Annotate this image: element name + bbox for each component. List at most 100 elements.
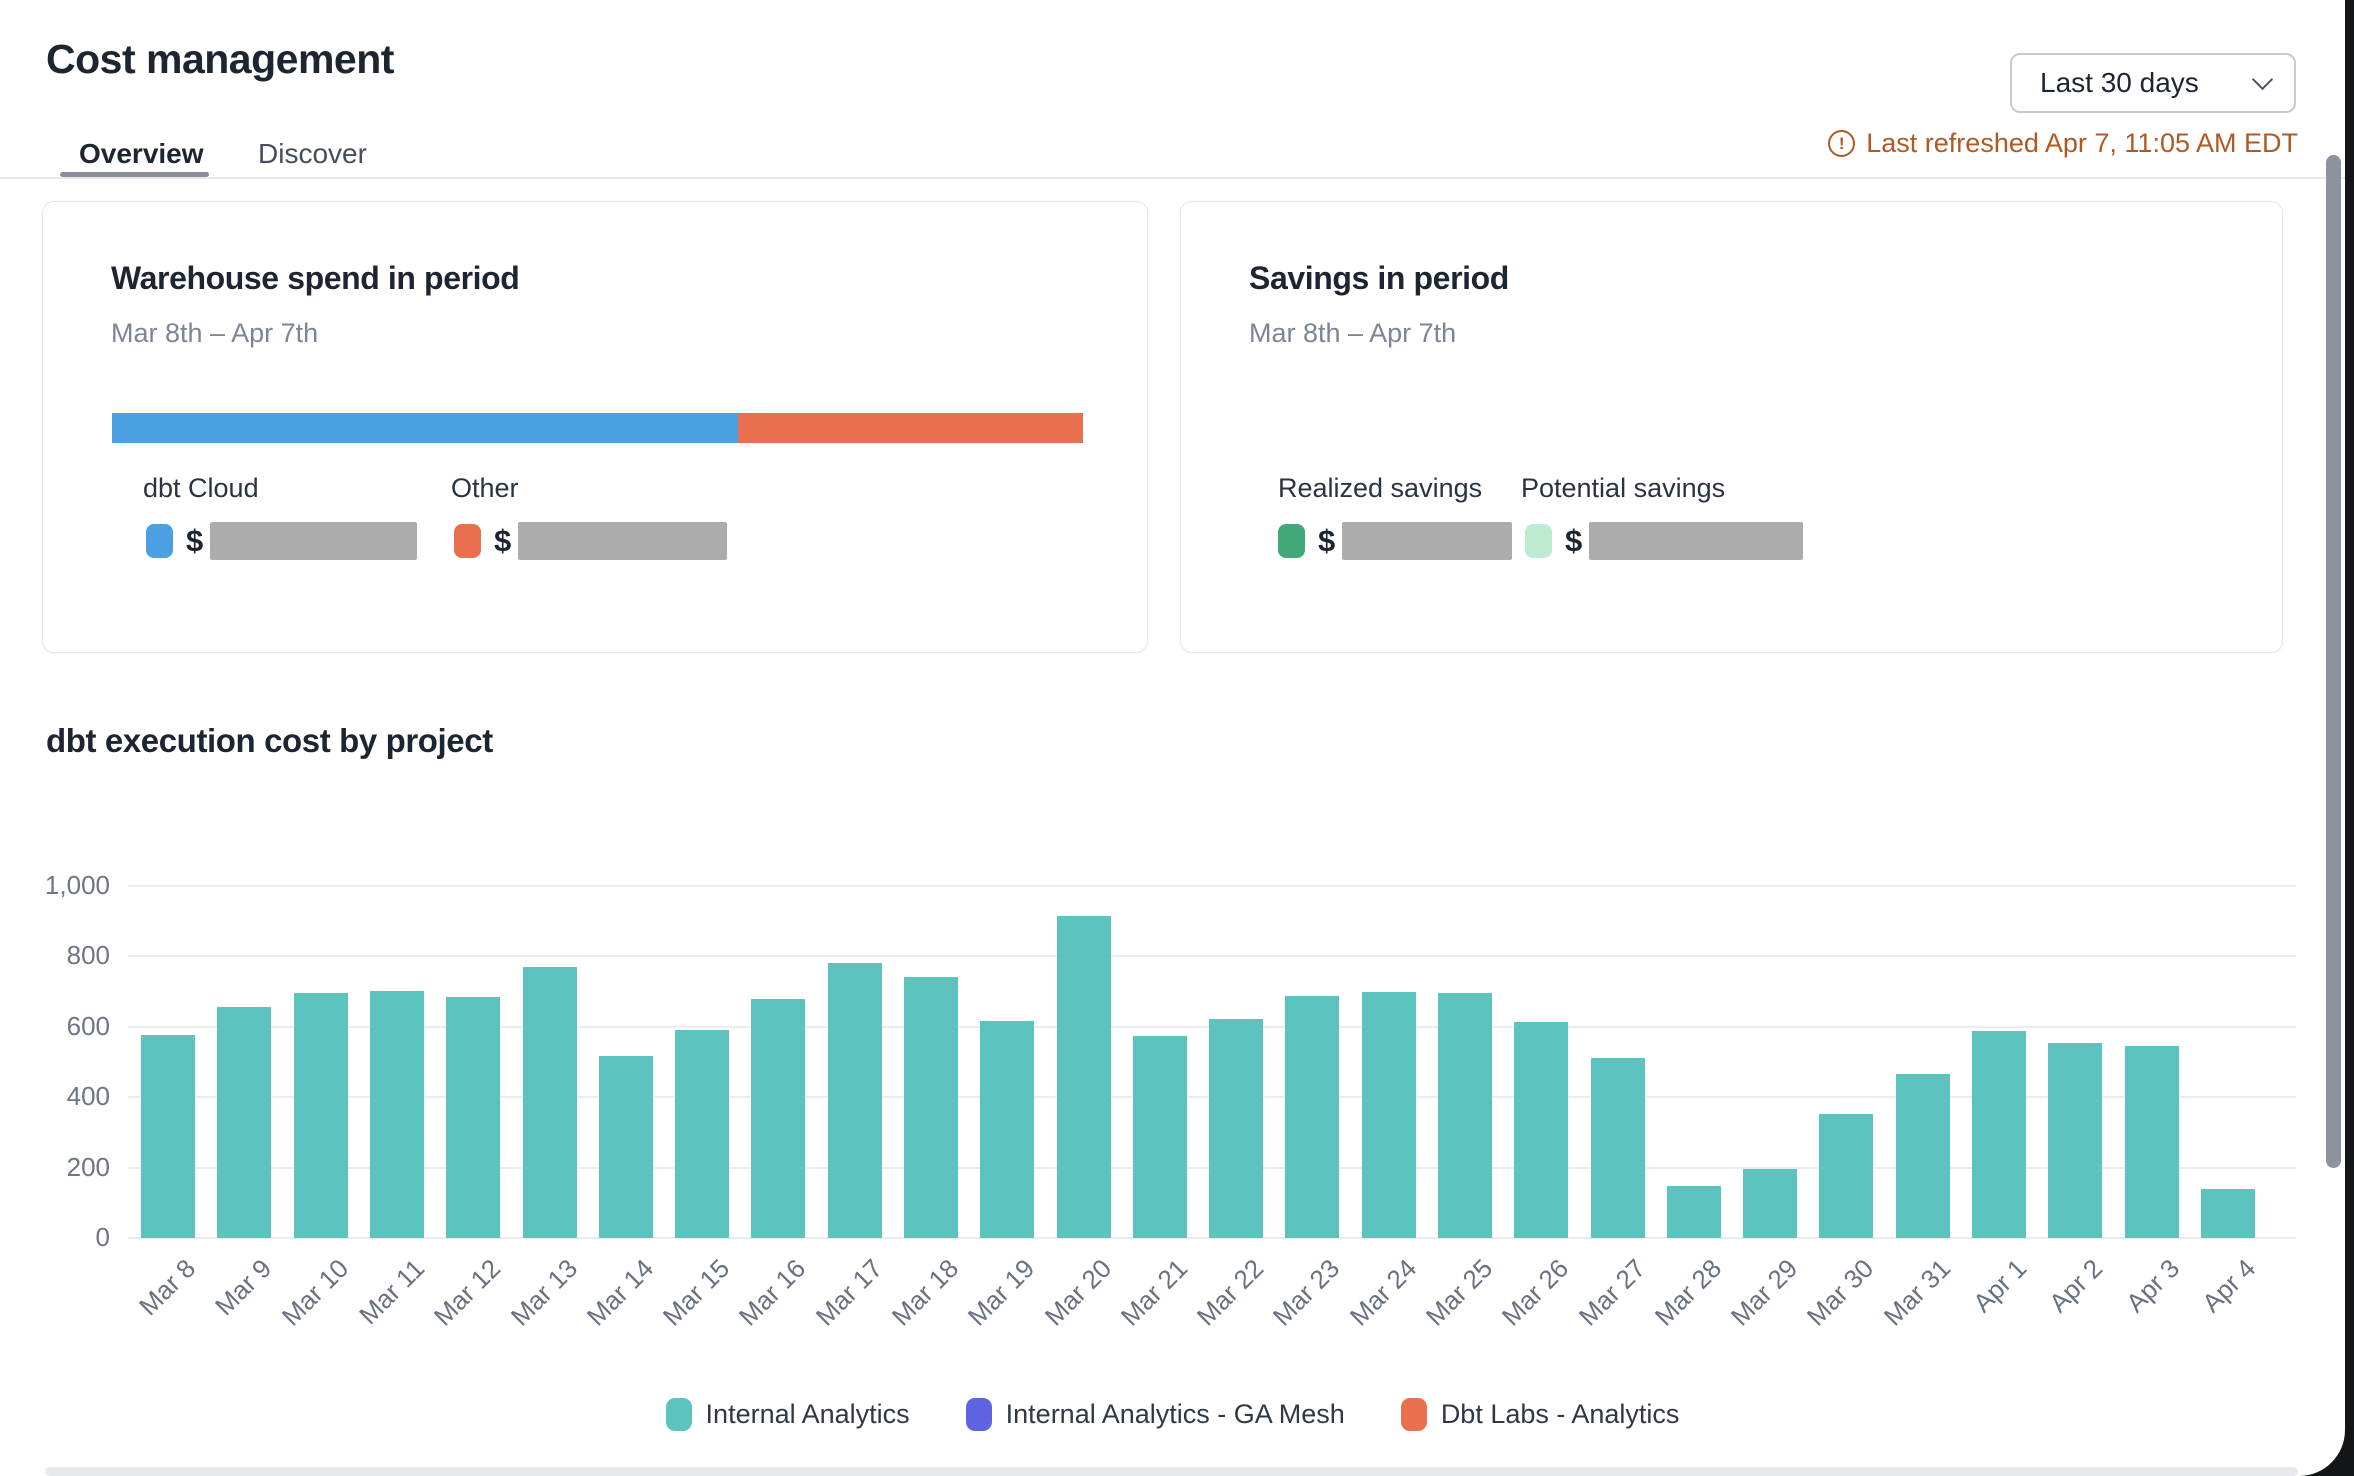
currency-symbol: $ [1318, 523, 1336, 558]
bar-mar-11[interactable] [370, 991, 424, 1238]
color-swatch-dbt-cloud [146, 524, 173, 558]
legend-item-internal-analytics[interactable]: Internal Analytics [665, 1398, 910, 1431]
redacted-value-box [210, 522, 418, 560]
vertical-scrollbar[interactable] [2326, 155, 2341, 1168]
bar-mar-12[interactable] [446, 997, 500, 1238]
currency-symbol: $ [494, 523, 512, 558]
entry-label-dbt-cloud: dbt Cloud [143, 473, 259, 503]
x-axis-tick-apr-4: Apr 4 [2195, 1253, 2262, 1319]
bar-mar-31[interactable] [1896, 1074, 1950, 1238]
bar-mar-25[interactable] [1438, 993, 1492, 1238]
y-axis-tick-600: 600 [66, 1010, 110, 1041]
y-axis-tick-200: 200 [66, 1151, 110, 1182]
tab-overview[interactable]: Overview [79, 138, 204, 169]
bar-mar-13[interactable] [523, 967, 577, 1238]
x-axis-tick-mar-11: Mar 11 [353, 1253, 431, 1331]
entry-value-dbt-cloud: $ [146, 522, 418, 560]
bar-mar-23[interactable] [1285, 996, 1339, 1238]
entry-label-realized-savings: Realized savings [1278, 473, 1483, 503]
bar-mar-24[interactable] [1362, 992, 1416, 1238]
entry-label-other: Other [451, 473, 519, 503]
bar-mar-17[interactable] [828, 963, 882, 1238]
x-axis-tick-mar-19: Mar 19 [962, 1253, 1041, 1332]
last-refreshed-text: Last refreshed Apr 7, 11:05 AM EDT [1866, 128, 2298, 158]
warehouse-spend-card: Warehouse spend in period Mar 8th – Apr … [42, 201, 1148, 653]
bar-mar-9[interactable] [217, 1007, 271, 1238]
date-range-value: Last 30 days [2040, 67, 2199, 98]
redacted-value-box [518, 522, 728, 560]
bar-mar-20[interactable] [1057, 916, 1111, 1238]
entry-label-potential-savings: Potential savings [1521, 473, 1726, 503]
card-date-range: Mar 8th – Apr 7th [111, 318, 319, 348]
x-axis-tick-mar-16: Mar 16 [733, 1253, 812, 1332]
x-axis-tick-mar-30: Mar 30 [1801, 1253, 1880, 1332]
redacted-value-box [1589, 522, 1804, 560]
color-swatch-other [454, 524, 481, 558]
x-axis-tick-mar-21: Mar 21 [1114, 1253, 1194, 1332]
x-axis-tick-apr-3: Apr 3 [2119, 1253, 2185, 1319]
x-axis-tick-mar-13: Mar 13 [504, 1253, 583, 1332]
bar-mar-19[interactable] [980, 1021, 1034, 1238]
bar-mar-18[interactable] [904, 977, 958, 1238]
currency-symbol: $ [1565, 523, 1583, 558]
bar-mar-26[interactable] [1514, 1022, 1568, 1238]
date-range-dropdown[interactable]: Last 30 days [2010, 53, 2296, 113]
card-date-range: Mar 8th – Apr 7th [1249, 318, 1457, 348]
x-axis-tick-mar-9: Mar 9 [209, 1253, 278, 1322]
x-axis-tick-mar-12: Mar 12 [428, 1253, 507, 1332]
x-axis-tick-mar-14: Mar 14 [580, 1253, 660, 1332]
bar-mar-30[interactable] [1819, 1114, 1873, 1238]
color-swatch-potential-savings [1525, 524, 1552, 558]
entry-value-other: $ [454, 522, 728, 560]
bar-apr-2[interactable] [2048, 1043, 2102, 1238]
x-axis-tick-mar-29: Mar 29 [1724, 1253, 1804, 1332]
bar-mar-27[interactable] [1591, 1058, 1645, 1238]
spend-stacked-bar [112, 413, 1083, 443]
x-axis-tick-mar-17: Mar 17 [809, 1253, 888, 1332]
gridline-0 [128, 1237, 2296, 1239]
x-axis-tick-mar-24: Mar 24 [1343, 1253, 1422, 1332]
gridline-800 [128, 955, 2296, 957]
bar-mar-10[interactable] [294, 993, 348, 1238]
chevron-down-icon [2251, 68, 2274, 91]
legend-item-dbt-labs-analytics[interactable]: Dbt Labs - Analytics [1400, 1398, 1680, 1431]
bar-apr-4[interactable] [2201, 1189, 2255, 1238]
x-axis-tick-mar-31: Mar 31 [1877, 1253, 1956, 1332]
last-refreshed-status: ! Last refreshed Apr 7, 11:05 AM EDT [1828, 128, 2298, 159]
x-axis-tick-mar-8: Mar 8 [133, 1253, 202, 1322]
horizontal-scrollbar[interactable] [45, 1467, 2298, 1476]
page-title: Cost management [46, 36, 394, 82]
chart-legend: Internal Analytics Internal Analytics - G… [0, 1398, 2345, 1431]
x-axis-tick-mar-26: Mar 26 [1496, 1253, 1575, 1332]
warning-icon: ! [1828, 130, 1856, 157]
y-axis-tick-400: 400 [66, 1081, 110, 1111]
bar-mar-22[interactable] [1209, 1019, 1263, 1238]
chart-title: dbt execution cost by project [46, 722, 493, 759]
bar-mar-29[interactable] [1743, 1169, 1797, 1238]
bar-mar-21[interactable] [1133, 1036, 1187, 1238]
redacted-value-box [1342, 522, 1513, 560]
card-title: Warehouse spend in period [111, 260, 520, 296]
bar-mar-14[interactable] [599, 1056, 653, 1238]
currency-symbol: $ [186, 523, 204, 558]
savings-card: Savings in period Mar 8th – Apr 7th Real… [1180, 201, 2283, 653]
x-axis-tick-mar-23: Mar 23 [1267, 1253, 1346, 1332]
legend-label: Internal Analytics - GA Mesh [1005, 1399, 1345, 1429]
x-axis-tick-mar-15: Mar 15 [656, 1253, 736, 1332]
x-axis-tick-mar-27: Mar 27 [1572, 1253, 1651, 1332]
bar-mar-16[interactable] [751, 999, 805, 1238]
bar-apr-3[interactable] [2125, 1046, 2179, 1238]
bar-mar-15[interactable] [675, 1030, 729, 1238]
x-axis-tick-mar-20: Mar 20 [1038, 1253, 1117, 1332]
bar-mar-28[interactable] [1667, 1186, 1721, 1238]
bar-mar-8[interactable] [141, 1035, 195, 1238]
legend-label: Internal Analytics [705, 1399, 910, 1429]
legend-item-internal-analytics-ga-mesh[interactable]: Internal Analytics - GA Mesh [965, 1398, 1345, 1431]
y-axis-tick-0: 0 [95, 1222, 110, 1252]
legend-label: Dbt Labs - Analytics [1440, 1399, 1680, 1429]
x-axis-tick-apr-1: Apr 1 [1967, 1253, 2033, 1319]
bar-apr-1[interactable] [1972, 1031, 2026, 1238]
tab-discover[interactable]: Discover [258, 138, 367, 169]
x-axis-tick-apr-2: Apr 2 [2043, 1253, 2109, 1319]
